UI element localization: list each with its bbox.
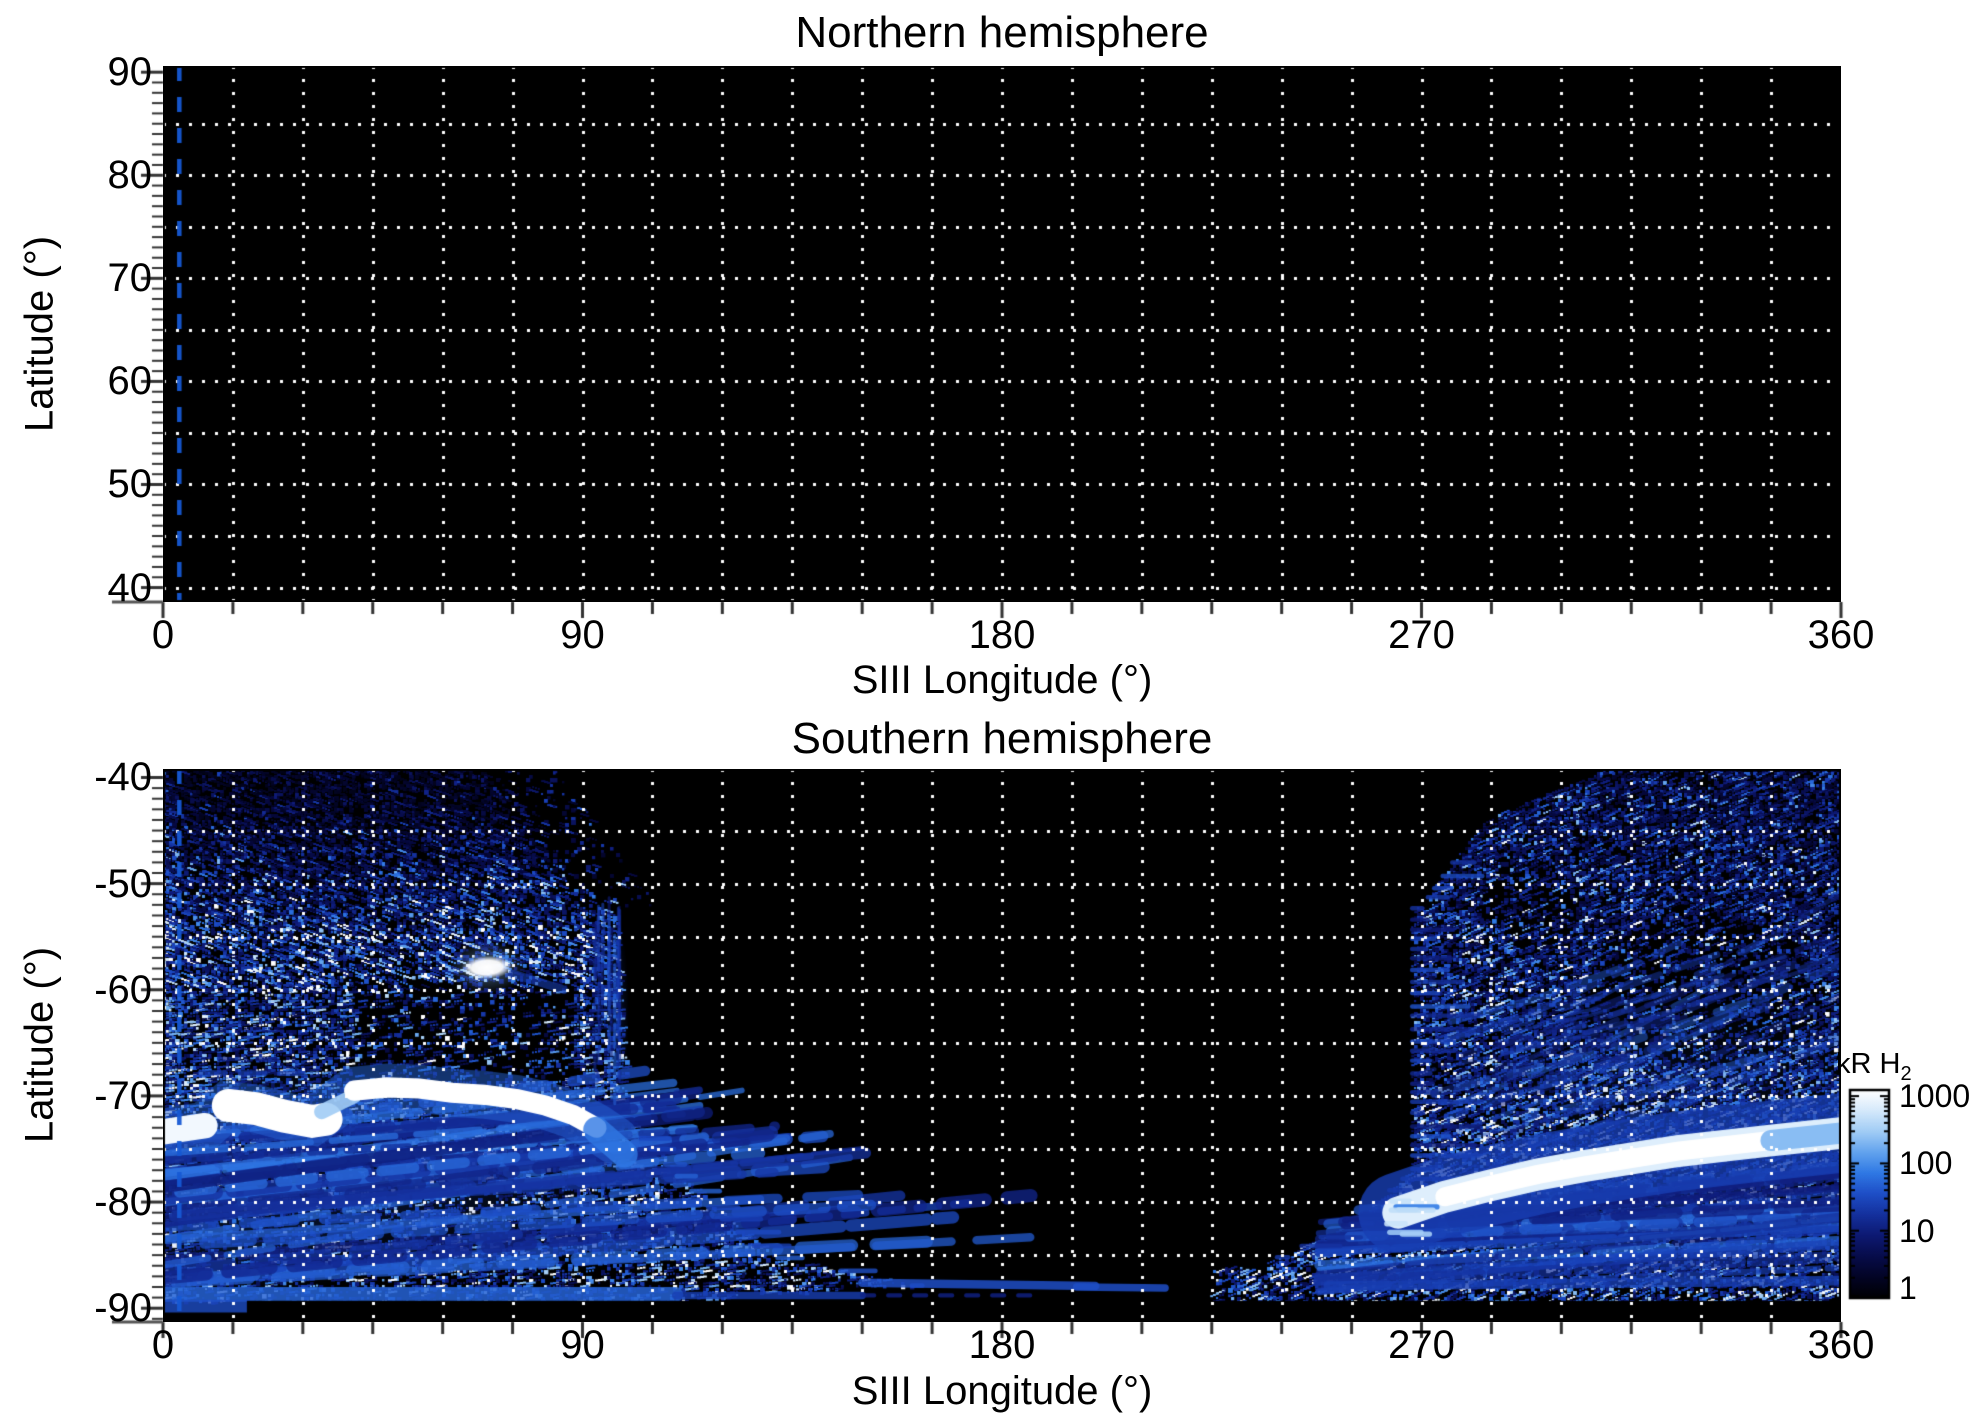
north-y-tick-label: 60 [107, 359, 153, 404]
south-x-tick-label: 0 [151, 1323, 175, 1367]
colorbar-title-text: kR H [1836, 1048, 1901, 1080]
north-panel-title: Northern hemisphere [795, 8, 1209, 57]
south-hemisphere-map-canvas [163, 769, 1841, 1322]
south-x-tick-label: 360 [1807, 1323, 1875, 1367]
south-y-axis-label: Latitude (°) [17, 946, 62, 1144]
south-x-axis-label: SIII Longitude (°) [851, 1369, 1153, 1413]
south-y-tick-label: -90 [94, 1286, 152, 1331]
north-y-tick-label: 50 [107, 462, 153, 507]
south-y-tick-label: -80 [94, 1180, 152, 1225]
colorbar-tick-label: 1000 [1899, 1078, 1971, 1115]
north-x-tick-label: 360 [1807, 613, 1875, 657]
south-x-tick-label: 270 [1388, 1323, 1455, 1367]
south-y-tick-label: -70 [94, 1073, 152, 1118]
colorbar-title-subscript: 2 [1900, 1062, 1912, 1085]
colorbar-tick-label: 100 [1899, 1145, 1953, 1182]
south-x-tick-label: 180 [968, 1323, 1036, 1367]
south-y-tick-label: -60 [94, 967, 152, 1012]
north-x-tick-label: 90 [560, 613, 605, 657]
south-x-tick-label: 90 [560, 1323, 605, 1367]
north-y-tick-label: 40 [107, 565, 153, 610]
north-y-tick-label: 70 [107, 256, 153, 301]
colorbar-title: kR H2 [1836, 1048, 1912, 1086]
colorbar-tick-label: 1 [1899, 1270, 1917, 1306]
north-x-axis-label: SIII Longitude (°) [851, 658, 1153, 702]
colorbar-tick-label: 10 [1899, 1212, 1935, 1249]
north-y-tick-label: 90 [107, 50, 153, 95]
south-y-tick-label: -50 [94, 861, 152, 906]
north-hemisphere-map-canvas [163, 66, 1841, 602]
south-panel-title: Southern hemisphere [791, 714, 1213, 763]
north-y-axis-label: Latitude (°) [17, 235, 62, 433]
north-y-tick-label: 80 [107, 153, 153, 198]
north-x-tick-label: 180 [968, 613, 1036, 657]
north-x-tick-label: 0 [151, 613, 175, 657]
north-x-tick-label: 270 [1388, 613, 1455, 657]
south-y-tick-label: -40 [94, 755, 152, 800]
